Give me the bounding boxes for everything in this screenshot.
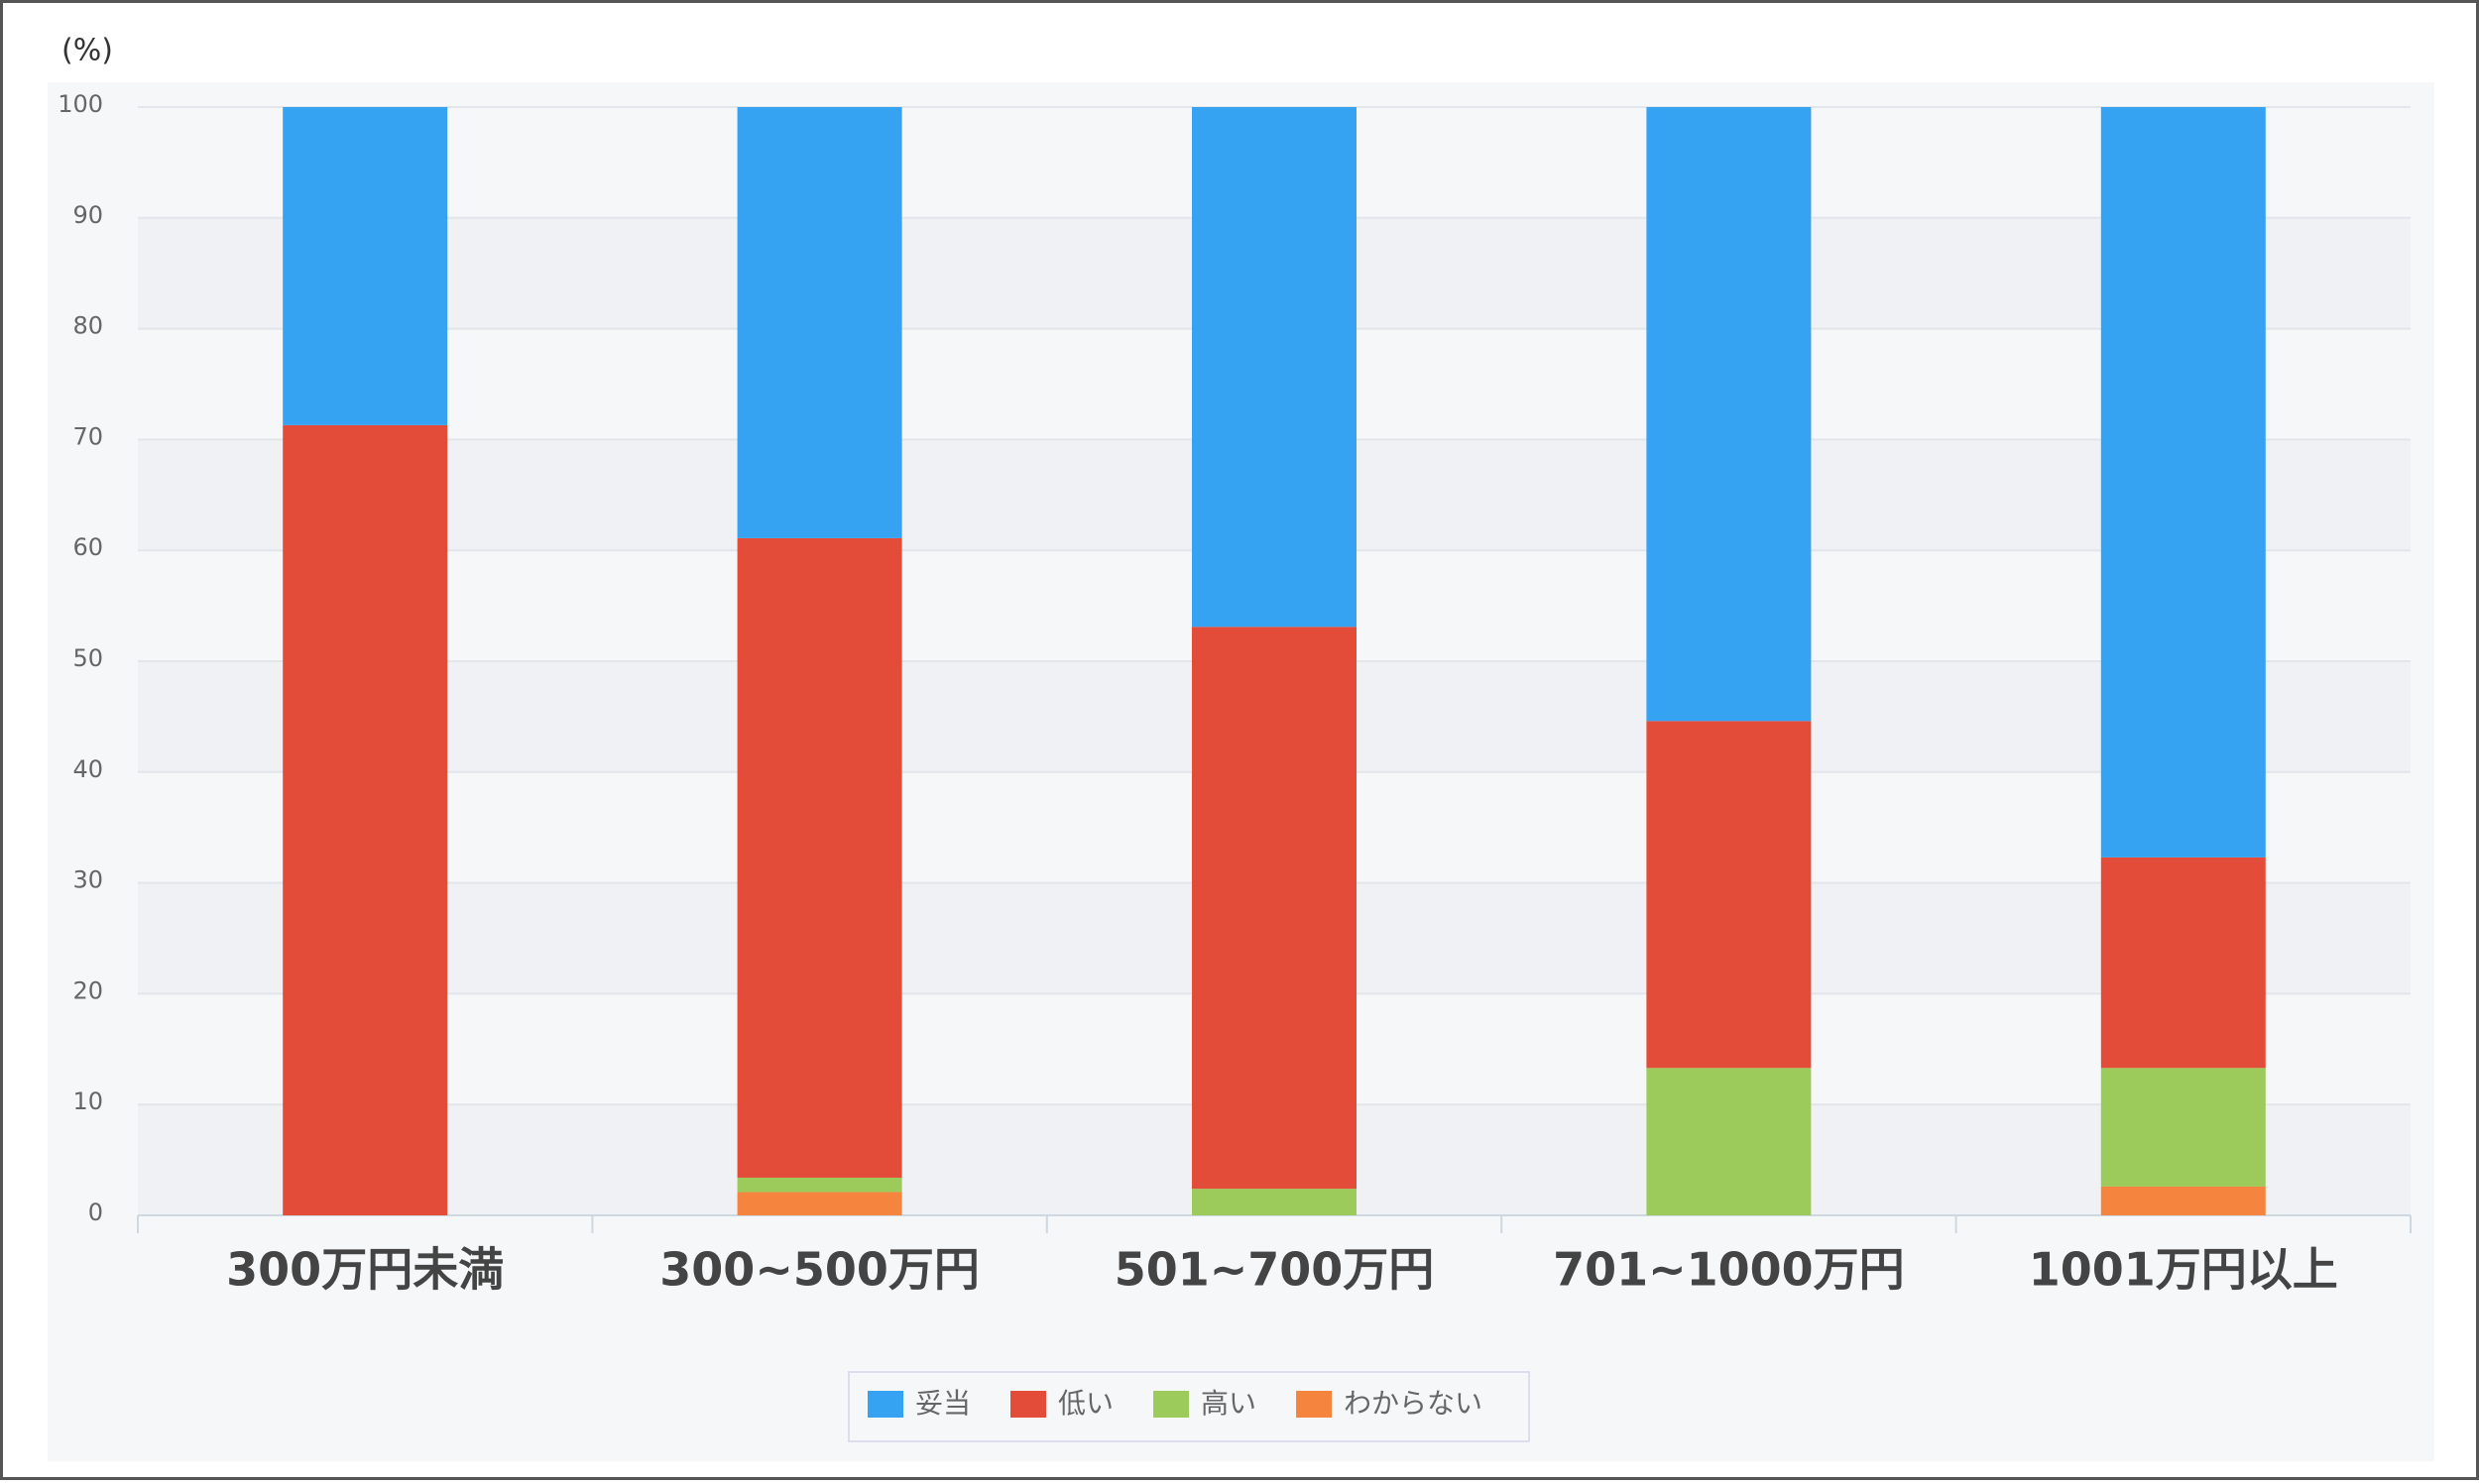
y-tick-label: 90 bbox=[72, 201, 103, 229]
legend-label: 低い bbox=[1058, 1387, 1114, 1420]
legend-label: 妥当 bbox=[915, 1387, 971, 1420]
y-tick-label: 80 bbox=[72, 312, 103, 340]
legend-swatch bbox=[1010, 1391, 1047, 1418]
y-tick-label: 40 bbox=[72, 755, 103, 783]
x-tick-label: 701~1000万円 bbox=[1553, 1243, 1905, 1297]
y-tick-label: 50 bbox=[72, 644, 103, 672]
bar-segment bbox=[737, 537, 902, 1178]
legend-swatch bbox=[1296, 1391, 1333, 1418]
legend-swatch bbox=[868, 1391, 903, 1418]
legend-swatch bbox=[1153, 1391, 1190, 1418]
y-tick-label: 10 bbox=[72, 1087, 103, 1115]
bar-segment bbox=[1192, 1189, 1357, 1215]
bar-segment bbox=[1646, 1068, 1812, 1215]
bar-segment bbox=[2100, 1186, 2266, 1215]
y-tick-label: 30 bbox=[72, 866, 103, 894]
bar-segment bbox=[2100, 856, 2266, 1069]
bar-segment bbox=[1646, 721, 1812, 1069]
x-tick-label: 300~500万円 bbox=[659, 1243, 980, 1297]
legend-label: わからない bbox=[1344, 1387, 1482, 1420]
y-tick-label: 100 bbox=[58, 90, 103, 118]
bar-segment bbox=[1646, 107, 1812, 722]
bar-segment bbox=[737, 1192, 902, 1215]
bar-segment bbox=[283, 107, 448, 425]
y-tick-label: 0 bbox=[88, 1199, 103, 1226]
legend-label: 高い bbox=[1201, 1387, 1256, 1420]
bar-segment bbox=[2100, 107, 2266, 857]
y-tick-label: 70 bbox=[72, 422, 103, 450]
bar-segment bbox=[737, 107, 902, 538]
bar-segment bbox=[1192, 107, 1357, 628]
bar-segment bbox=[737, 1177, 902, 1193]
bar-segment bbox=[283, 424, 448, 1216]
y-axis-label: (%) bbox=[61, 34, 113, 68]
bar-segment bbox=[2100, 1068, 2266, 1187]
y-tick-label: 60 bbox=[72, 533, 103, 561]
bar-segment bbox=[1192, 627, 1357, 1190]
x-tick-label: 300万円未満 bbox=[226, 1243, 504, 1297]
y-tick-label: 20 bbox=[72, 976, 103, 1004]
x-tick-label: 1001万円以上 bbox=[2029, 1243, 2338, 1297]
x-tick-label: 501~700万円 bbox=[1115, 1243, 1435, 1297]
